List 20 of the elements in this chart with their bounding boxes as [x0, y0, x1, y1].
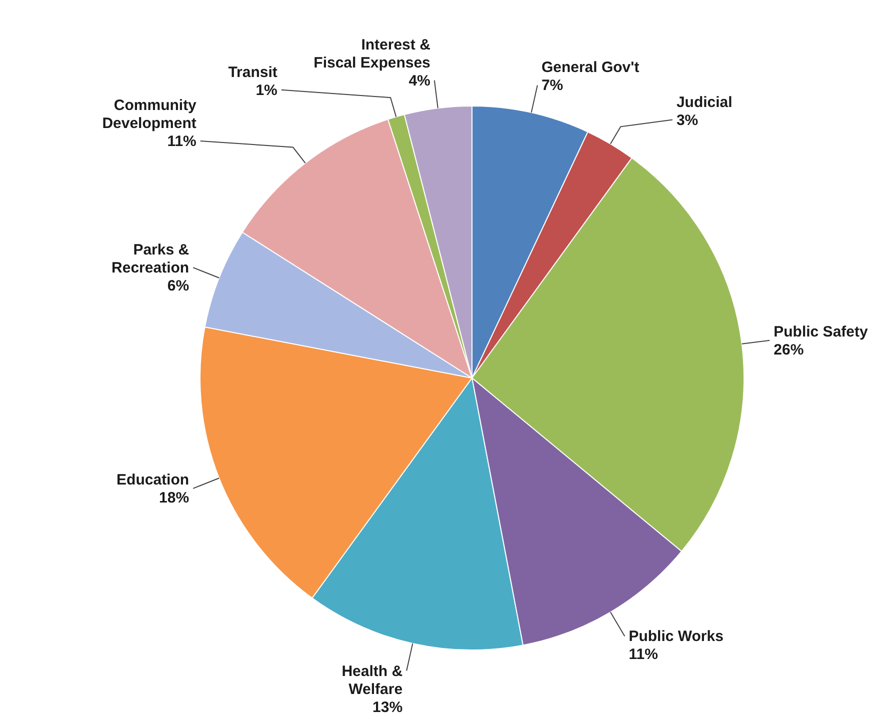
slice-label: Community Development: [102, 96, 198, 132]
data-label: 11%: [167, 132, 196, 150]
data-label: 11%: [628, 646, 658, 664]
slice-label: Health & Welfare: [342, 662, 403, 698]
slice-label: Public Safety: [774, 323, 868, 340]
data-label: 7%: [541, 77, 564, 94]
data-label: 26%: [774, 341, 804, 358]
slice-label: Interest & Fiscal Expenses: [314, 36, 431, 72]
data-label: 18%: [159, 489, 190, 506]
slice-label: Education: [116, 471, 190, 488]
slice-label: Judicial: [676, 94, 732, 111]
slice-label: Transit: [228, 64, 278, 81]
data-label: 13%: [372, 698, 403, 716]
data-label: 4%: [408, 72, 430, 90]
slice-label: Public Works: [628, 628, 724, 646]
slice-label: General Gov't: [541, 59, 640, 76]
data-label: 3%: [676, 112, 698, 129]
data-label: 6%: [167, 278, 190, 295]
data-label: 1%: [256, 82, 278, 99]
slice-label: Parks & Recreation: [112, 242, 190, 277]
